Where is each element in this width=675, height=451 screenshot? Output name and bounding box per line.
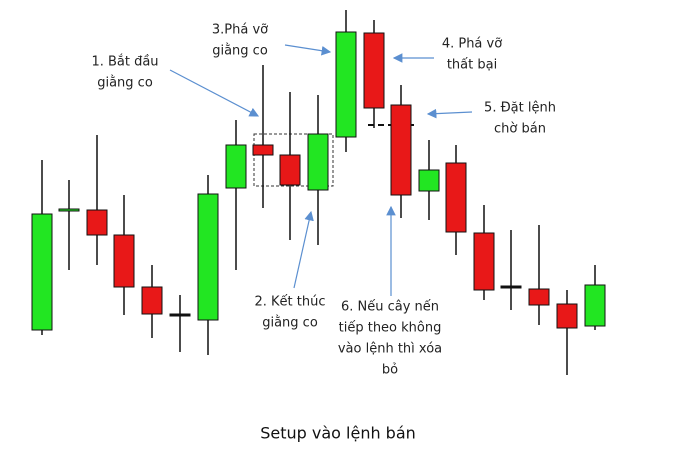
annotation-line: vào lệnh thì xóa (338, 342, 442, 357)
candle-body (58, 208, 80, 212)
arrow (169, 69, 260, 117)
candle-body (418, 169, 440, 192)
annotations: 1. Bắt đầu giằng co 3.Phá vỡ giằng co 4. Phá… (91, 23, 556, 378)
candle-body (141, 286, 163, 315)
candle-body (225, 144, 247, 189)
candle-body (584, 284, 606, 327)
candle-body (279, 154, 301, 186)
candle-body (500, 285, 522, 289)
candle-body (363, 32, 385, 109)
annotation-line: bỏ (382, 363, 398, 378)
arrow (426, 108, 473, 119)
caption: Setup vào lệnh bán (260, 424, 416, 443)
annotation-line: thất bại (447, 58, 497, 73)
candle-body (556, 303, 578, 329)
candle-body (252, 144, 274, 156)
consolidation-box (253, 133, 334, 187)
candle-body (169, 313, 191, 317)
candle-body (445, 162, 467, 233)
candle-body (86, 209, 108, 236)
candle-body (113, 234, 135, 288)
candle-body (335, 31, 357, 138)
annotation-line: tiếp theo không (339, 321, 442, 336)
candle-body (473, 232, 495, 291)
arrow (293, 210, 314, 289)
annotation-line: chờ bán (494, 122, 546, 137)
annotation-line: 1. Bắt đầu (91, 55, 158, 70)
candle-body (307, 133, 329, 191)
candle-body (390, 104, 412, 196)
annotation-line: 4. Phá vỡ (442, 37, 502, 52)
annotation-line: 5. Đặt lệnh (484, 101, 556, 116)
candle-body (528, 288, 550, 306)
annotation-line: giằng co (212, 44, 268, 59)
annotation-line: 3.Phá vỡ (212, 23, 268, 38)
annotation-line: 6. Nếu cây nến (341, 300, 439, 315)
candle-body (31, 213, 53, 331)
candle-body (197, 193, 219, 321)
arrow (284, 44, 332, 56)
annotation-line: giằng co (97, 76, 153, 91)
candles (31, 10, 606, 375)
annotation-line: 2. Kết thúc (254, 295, 325, 310)
annotation-line: giằng co (262, 316, 318, 331)
